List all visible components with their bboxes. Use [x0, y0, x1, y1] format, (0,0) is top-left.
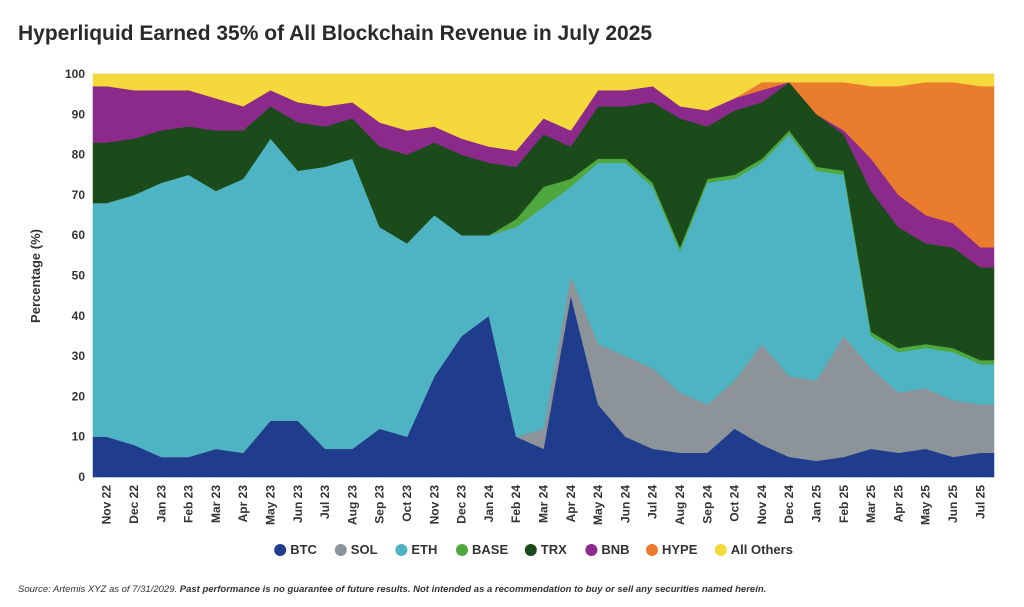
legend-label: HYPE — [662, 542, 698, 557]
x-tick-label: Jun 23 — [291, 485, 305, 523]
x-tick-label: Mar 24 — [537, 485, 551, 523]
stacked-areas — [92, 73, 995, 478]
x-axis: Nov 22 Dec 22 Jan 23 Feb 23 Mar 23 Apr 23 May … — [100, 485, 988, 525]
x-tick-label: Apr 25 — [891, 485, 905, 523]
legend-swatch — [334, 544, 347, 556]
x-tick-label: Jan 24 — [482, 485, 496, 523]
y-tick-label: 60 — [72, 228, 86, 242]
x-tick-label: May 25 — [919, 485, 933, 525]
legend: BTC SOL ETH BASE TRX BNB HYPE All Others — [274, 542, 793, 557]
y-tick-label: 20 — [72, 389, 86, 403]
x-tick-label: Jul 25 — [973, 485, 987, 519]
y-tick-label: 90 — [72, 107, 86, 121]
x-tick-label: Sep 24 — [700, 485, 714, 524]
y-tick-label: 0 — [78, 470, 85, 484]
x-tick-label: Nov 22 — [100, 485, 114, 525]
x-tick-label: Jul 23 — [318, 485, 332, 519]
x-tick-label: Jun 25 — [946, 485, 960, 523]
x-tick-label: Feb 24 — [509, 485, 523, 523]
x-tick-label: Oct 24 — [728, 485, 742, 522]
x-tick-label: Aug 23 — [345, 485, 359, 525]
x-tick-label: Oct 23 — [400, 485, 414, 522]
x-tick-label: May 24 — [591, 485, 605, 525]
y-tick-label: 30 — [72, 349, 86, 363]
x-tick-label: Jul 24 — [646, 485, 660, 519]
legend-label: All Others — [731, 542, 793, 557]
legend-swatch — [585, 544, 598, 556]
y-tick-label: 80 — [72, 148, 86, 162]
legend-label: TRX — [541, 542, 567, 557]
source-note: Source: Artemis XYZ as of 7/31/2029. Pas… — [18, 584, 766, 595]
x-tick-label: Jan 23 — [154, 485, 168, 523]
legend-swatch — [714, 544, 727, 556]
area-all-others — [92, 73, 995, 151]
legend-swatch — [274, 544, 287, 556]
legend-swatch — [395, 544, 408, 556]
x-tick-label: Feb 25 — [837, 485, 851, 523]
x-tick-label: Dec 23 — [455, 485, 469, 524]
y-tick-label: 40 — [72, 309, 86, 323]
x-tick-label: Feb 23 — [182, 485, 196, 523]
legend-swatch — [456, 544, 468, 556]
legend-swatch — [524, 544, 537, 556]
x-tick-label: Apr 23 — [236, 485, 250, 523]
y-axis-label: Percentage (%) — [28, 229, 43, 323]
legend-label: BASE — [472, 542, 508, 557]
source-disclaimer: Past performance is no guarantee of futu… — [179, 584, 767, 595]
x-tick-label: May 23 — [264, 485, 278, 525]
y-tick-label: 70 — [72, 188, 86, 202]
x-tick-label: Aug 24 — [673, 485, 687, 525]
y-tick-label: 10 — [72, 430, 86, 444]
legend-label: ETH — [411, 542, 437, 557]
x-tick-label: Nov 24 — [755, 485, 769, 525]
y-tick-label: 50 — [72, 269, 86, 283]
x-tick-label: Mar 25 — [864, 485, 878, 523]
x-tick-label: Sep 23 — [373, 485, 387, 524]
y-axis: 0 10 20 30 40 50 60 70 80 90 100 — [65, 67, 85, 484]
legend-label: BTC — [290, 542, 317, 557]
x-tick-label: Apr 24 — [564, 485, 578, 523]
chart-title: Hyperliquid Earned 35% of All Blockchain… — [18, 22, 653, 45]
legend-label: BNB — [601, 542, 629, 557]
source-prefix: Source: Artemis XYZ as of 7/31/2029. — [18, 584, 178, 595]
x-tick-label: Nov 23 — [427, 485, 441, 525]
x-tick-label: Jan 25 — [810, 485, 824, 523]
x-tick-label: Mar 23 — [209, 485, 223, 523]
y-tick-label: 100 — [65, 67, 85, 81]
legend-label: SOL — [351, 542, 378, 557]
x-tick-label: Dec 24 — [782, 485, 796, 524]
legend-swatch — [646, 544, 658, 556]
x-tick-label: Jun 24 — [618, 485, 632, 523]
x-tick-label: Dec 22 — [127, 485, 141, 524]
